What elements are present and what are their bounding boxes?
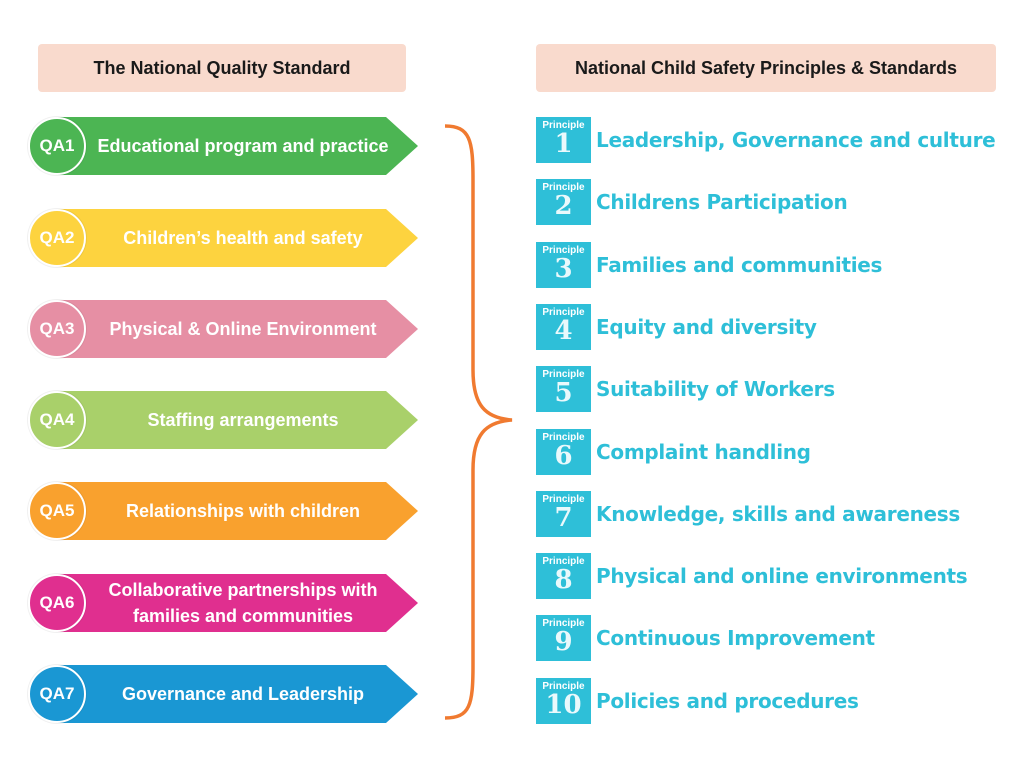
qa-label: Staffing arrangements [147, 410, 339, 430]
principle-word: Principle [542, 244, 585, 256]
qa-label: Governance and Leadership [121, 684, 365, 704]
principle-word: Principle [542, 182, 585, 194]
principle-word: Principle [542, 306, 585, 318]
principle-label: Families and communities [596, 252, 883, 277]
principle-badge: Principle 2 [536, 179, 591, 226]
quality-area-4: QA4 Staffing arrangements [28, 391, 418, 449]
principle-number: 10 [545, 689, 582, 720]
principle-number: 4 [554, 315, 573, 346]
principle-badge: Principle 5 [536, 366, 591, 413]
principle-label: Complaint handling [596, 439, 811, 464]
principle-10: Principle 10 Policies and procedures [536, 677, 859, 724]
principle-number: 1 [554, 129, 573, 159]
principle-word: Principle [542, 369, 585, 381]
child-safety-header: National Child Safety Principles & Stand… [536, 44, 996, 92]
principle-badge: Principle 9 [536, 615, 591, 662]
arrow-bar [56, 209, 418, 267]
qa-badge: QA4 [28, 391, 86, 449]
principle-number: 5 [554, 378, 573, 409]
principle-2: Principle 2 Childrens Participation [536, 179, 848, 226]
principle-label: Physical and online environments [596, 564, 968, 589]
principle-badge: Principle 10 [536, 677, 591, 724]
principle-badge: Principle 6 [536, 428, 591, 475]
curly-brace [444, 124, 513, 720]
principle-word: Principle [542, 120, 585, 131]
qa-label: Collaborative partnerships with families… [108, 580, 378, 626]
qa-badge: QA6 [28, 574, 86, 632]
principle-word: Principle [542, 680, 585, 692]
quality-area-6: QA6 Collaborative partnerships with fami… [28, 574, 418, 632]
quality-area-2: QA2 Children’s health and safety [28, 209, 418, 267]
principle-label: Continuous Improvement [596, 626, 875, 651]
qa-label: Children’s health and safety [123, 228, 363, 248]
principle-9: Principle 9 Continuous Improvement [536, 615, 875, 662]
quality-area-1: QA1 Educational program and practice [28, 117, 418, 175]
principle-8: Principle 8 Physical and online environme… [536, 553, 968, 600]
principle-label: Equity and diversity [596, 314, 817, 339]
principle-number: 3 [554, 253, 573, 284]
principle-badge: Principle 8 [536, 553, 591, 600]
arrow-bar [56, 391, 418, 449]
quality-area-5: QA5 Relationships with children [28, 482, 418, 540]
principle-number: 7 [554, 502, 573, 533]
principle-word: Principle [542, 556, 585, 568]
principle-word: Principle [542, 618, 585, 630]
qa-badge: QA3 [28, 300, 86, 358]
principle-number: 8 [554, 565, 573, 596]
principle-label: Suitability of Workers [596, 377, 835, 402]
principle-word: Principle [542, 431, 585, 443]
principle-6: Principle 6 Complaint handling [536, 428, 811, 475]
qa-badge: QA5 [28, 482, 86, 540]
principle-word: Principle [542, 493, 585, 505]
principle-label: Childrens Participation [596, 190, 848, 215]
principle-label: Policies and procedures [596, 688, 859, 713]
arrow-bar [56, 300, 418, 358]
nqs-header: The National Quality Standard [38, 44, 406, 92]
arrow-bar [56, 574, 418, 632]
arrow-bar [56, 665, 418, 723]
principle-badge: Principle 4 [536, 303, 591, 350]
qa-label: Educational program and practice [97, 136, 389, 156]
principle-label: Leadership, Governance and culture [596, 128, 996, 152]
arrow-bar [56, 482, 418, 540]
principle-4: Principle 4 Equity and diversity [536, 303, 817, 350]
qa-badge: QA1 [28, 117, 86, 175]
qa-badge: QA7 [28, 665, 86, 723]
qa-badge: QA2 [28, 209, 86, 267]
principle-badge: Principle 1 [536, 117, 591, 163]
arrow-bar [56, 117, 418, 175]
principle-badge: Principle 7 [536, 490, 591, 537]
principle-7: Principle 7 Knowledge, skills and awarene… [536, 490, 960, 537]
principle-label: Knowledge, skills and awareness [596, 501, 960, 526]
quality-area-3: QA3 Physical & Online Environment [28, 300, 418, 358]
qa-label: Physical & Online Environment [109, 319, 377, 339]
principle-number: 6 [554, 440, 573, 471]
principle-3: Principle 3 Families and communities [536, 241, 883, 288]
qa-label: Relationships with children [125, 501, 361, 521]
principle-5: Principle 5 Suitability of Workers [536, 366, 835, 413]
principle-1: Principle 1 Leadership, Governance and cu… [536, 117, 996, 163]
principle-number: 2 [554, 191, 573, 222]
principle-badge: Principle 3 [536, 241, 591, 288]
principle-number: 9 [554, 627, 573, 658]
quality-area-7: QA7 Governance and Leadership [28, 665, 418, 723]
